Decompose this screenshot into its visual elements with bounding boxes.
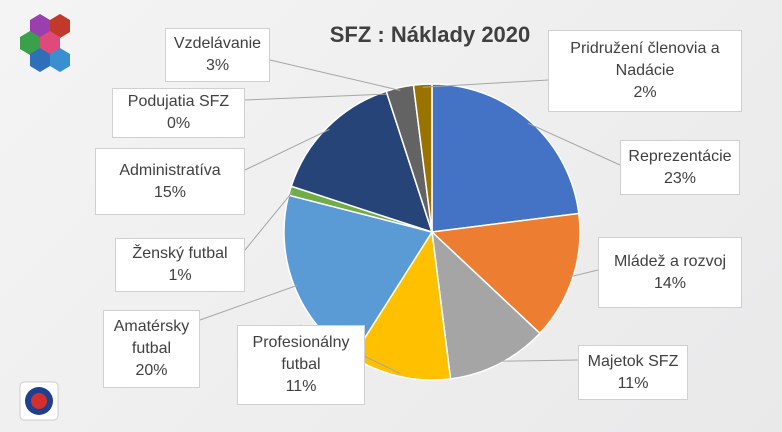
- leader-line: [527, 122, 621, 166]
- category-label: Mládež a rozvoj: [613, 252, 727, 270]
- category-label: Pridružení členovia a Nadácie: [570, 40, 720, 79]
- data-label: Majetok SFZ 11%: [578, 345, 688, 400]
- leader-line: [199, 284, 298, 321]
- logo: [19, 14, 70, 421]
- category-label: Amatérsky futbal: [113, 318, 190, 357]
- value-label: 11%: [285, 378, 317, 395]
- leader-line: [244, 191, 294, 251]
- data-label: Administratíva 15%: [95, 148, 245, 215]
- category-label: Administratíva: [119, 161, 221, 179]
- leader-line: [269, 59, 401, 91]
- leader-line: [422, 79, 549, 88]
- leader-line: [244, 93, 388, 101]
- value-label: 11%: [617, 374, 649, 392]
- value-label: 14%: [653, 274, 687, 292]
- category-label: Majetok SFZ: [587, 352, 679, 370]
- data-label: Amatérsky futbal 20%: [103, 310, 200, 388]
- category-label: Profesionálny futbal: [252, 334, 350, 373]
- pie-slice: [430, 212, 581, 335]
- category-label: Ženský futbal: [132, 245, 228, 262]
- leader-line: [569, 269, 599, 278]
- value-label: 1%: [168, 267, 192, 284]
- chart-title: SFZ : Náklady 2020: [329, 22, 531, 47]
- category-label: Reprezentácie: [628, 147, 732, 165]
- value-label: 2%: [633, 84, 657, 101]
- data-label: Profesionálny futbal 11%: [237, 325, 365, 405]
- data-label: Podujatia SFZ 0%: [112, 88, 245, 138]
- data-label: Mládež a rozvoj 14%: [598, 237, 742, 308]
- data-label: Ženský futbal 1%: [115, 238, 245, 292]
- pie-slice: [412, 83, 433, 233]
- value-label: 3%: [205, 57, 230, 74]
- leader-line: [244, 128, 330, 171]
- pie-slice: [430, 230, 541, 380]
- value-label: 0%: [166, 115, 191, 132]
- data-label: Vzdelávanie 3%: [165, 28, 270, 82]
- value-label: 23%: [663, 169, 697, 187]
- category-label: Podujatia SFZ: [127, 93, 230, 110]
- leader-line: [497, 359, 579, 362]
- data-label: Reprezentácie 23%: [620, 140, 740, 195]
- value-label: 15%: [153, 183, 187, 201]
- category-label: Vzdelávanie: [173, 35, 262, 52]
- data-label: Pridružení členovia a Nadácie 2%: [548, 30, 742, 112]
- value-label: 20%: [135, 362, 168, 379]
